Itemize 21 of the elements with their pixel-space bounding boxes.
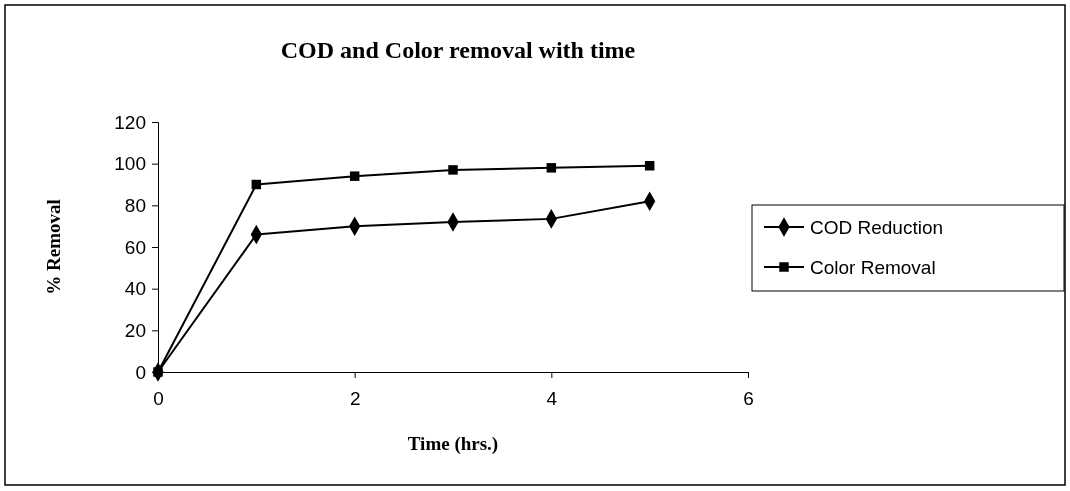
legend-label: Color Removal <box>810 257 936 278</box>
point <box>349 171 360 181</box>
x-axis-title: Time (hrs.) <box>407 433 499 455</box>
y-tick-label: 40 <box>124 278 146 300</box>
x-tick-label: 6 <box>743 388 754 410</box>
legend-label: COD Reduction <box>810 217 944 238</box>
point <box>251 179 262 190</box>
y-tick-label: 100 <box>114 153 146 175</box>
x-tick-label: 4 <box>546 388 558 410</box>
y-tick-label: 60 <box>124 236 146 258</box>
y-tick-label: 20 <box>124 319 146 341</box>
y-tick-label: 0 <box>135 361 146 383</box>
point <box>644 161 655 171</box>
x-tick-label: 2 <box>349 388 361 410</box>
point <box>448 165 458 175</box>
y-axis-title: % Removal <box>43 199 64 295</box>
y-tick-label: 120 <box>114 111 146 133</box>
point <box>546 163 557 173</box>
x-tick-label: 0 <box>153 388 164 410</box>
chart-title: COD and Color removal with time <box>280 37 636 63</box>
y-tick-label: 80 <box>124 194 146 216</box>
